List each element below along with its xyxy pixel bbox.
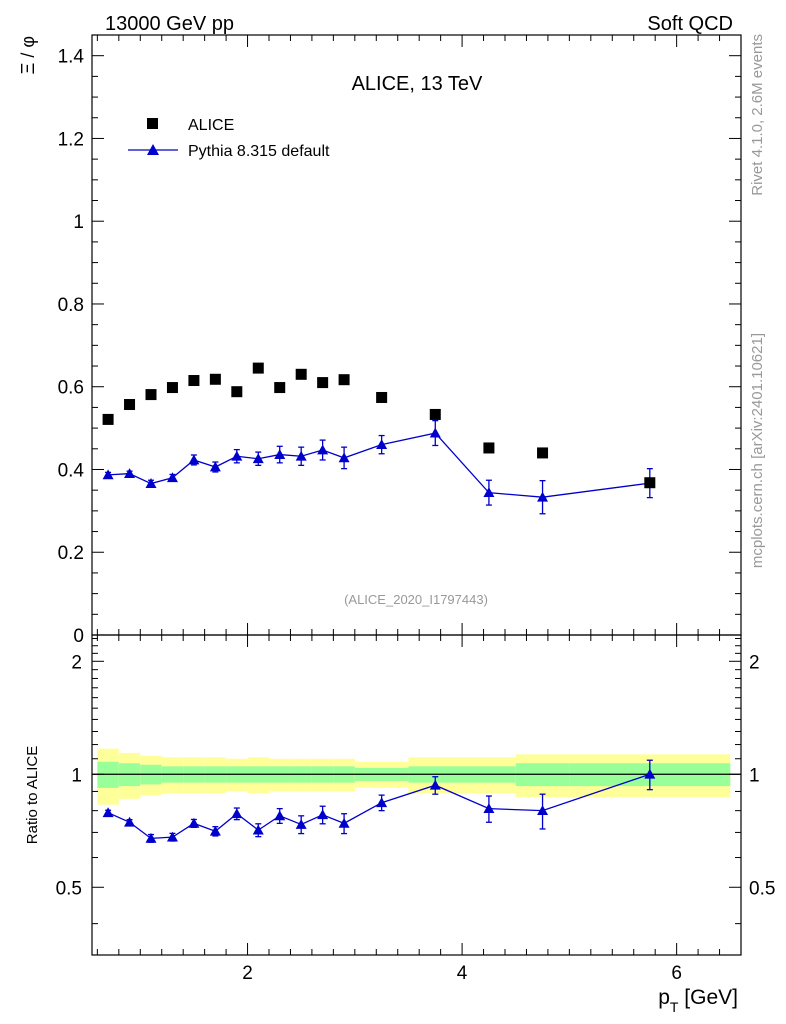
mc-point: [209, 461, 221, 472]
main-panel: ALICE, 13 TeV Ξ / φ (ALICE_2020_I1797443…: [18, 34, 742, 647]
main-y-tick-label: 0.6: [58, 378, 84, 399]
mc-point: [274, 449, 286, 459]
ratio-point: [166, 831, 178, 842]
data-point: [188, 375, 200, 387]
ratio-y-tick-label-right: 1: [749, 765, 760, 786]
mc-point: [295, 450, 307, 461]
data-point: [376, 391, 388, 403]
ratio-panel: 0.5 0.5 1 1 2 2 2 4 6 Ratio to ALICE pT [GeV]: [24, 634, 775, 1015]
ratio-point: [338, 817, 350, 828]
main-y-tick-label: 0.2: [58, 543, 84, 564]
data-point: [537, 447, 549, 459]
ratio-y-tick-label-left: 2: [71, 652, 82, 673]
data-point: [338, 374, 350, 386]
rivet-version-label: Rivet 4.1.0, 2.6M events: [749, 34, 766, 196]
ratio-point: [188, 817, 200, 828]
main-y-tick-label: 1.2: [58, 129, 84, 150]
mc-point: [537, 491, 549, 502]
data-point: [295, 368, 307, 380]
mc-point: [231, 450, 243, 461]
mc-point: [188, 454, 200, 465]
main-x-ticks: [96, 35, 721, 635]
legend-label-alice: ALICE: [188, 117, 234, 134]
ratio-x-ticks: 2 4 6: [96, 635, 721, 984]
main-y-tick-label: 0.8: [58, 295, 84, 316]
mc-point: [338, 452, 350, 463]
ratio-point: [209, 825, 221, 836]
data-point: [483, 442, 495, 454]
data-point: [317, 377, 329, 389]
data-point: [145, 389, 157, 401]
mcplots-source-label: mcplots.cern.ch [arXiv:2401.10621]: [749, 333, 766, 568]
ratio-point: [231, 808, 243, 819]
data-point: [166, 382, 178, 394]
mc-point: [145, 478, 157, 488]
mc-curve: [108, 432, 650, 498]
main-y-tick-label: 0: [73, 626, 84, 647]
ratio-points: [102, 768, 656, 843]
legend: ALICE Pythia 8.315 default: [128, 117, 330, 160]
mc-point: [102, 469, 114, 480]
ratio-point: [252, 824, 264, 835]
ratio-point: [644, 768, 656, 779]
main-y-axis-label: Ξ / φ: [18, 36, 38, 74]
ratio-y-tick-label-right: 2: [749, 652, 760, 673]
main-y-tick-label: 1.4: [58, 47, 85, 68]
data-points: [102, 362, 656, 489]
main-title: ALICE, 13 TeV: [352, 73, 483, 95]
data-point: [231, 386, 243, 398]
mc-point: [124, 468, 136, 479]
main-y-tick-label: 1: [73, 212, 84, 233]
x-tick-label: 4: [457, 963, 468, 984]
data-point: [209, 373, 221, 385]
ratio-y-tick-label-left: 0.5: [56, 878, 82, 899]
x-tick-label: 6: [671, 963, 682, 984]
header-right-label: Soft QCD: [647, 13, 733, 35]
ratio-y-tick-label-left: 1: [71, 765, 82, 786]
mc-point: [166, 472, 178, 483]
ratio-y-tick-label-right: 0.5: [749, 878, 775, 899]
mc-point: [483, 487, 495, 498]
x-axis-label: pT [GeV]: [658, 986, 738, 1015]
watermark-label: (ALICE_2020_I1797443): [344, 592, 488, 607]
main-y-ticks: 0 0.2 0.4 0.6 0.8 1 1.2 1.4: [58, 34, 741, 647]
ratio-point: [317, 809, 329, 820]
data-point: [124, 399, 136, 411]
data-point: [429, 408, 441, 420]
ratio-point: [537, 805, 549, 816]
legend-marker-alice: [147, 118, 158, 129]
data-point: [102, 413, 114, 425]
header-left-label: 13000 GeV pp: [105, 13, 234, 35]
main-y-tick-label: 0.4: [58, 460, 85, 481]
mc-error-bars: [105, 420, 653, 515]
ratio-plot-frame: [91, 634, 742, 956]
mc-points: [102, 427, 656, 502]
ratio-point: [145, 832, 157, 843]
ratio-point: [102, 807, 114, 818]
mc-point: [252, 453, 264, 464]
ratio-point: [376, 797, 388, 808]
ratio-point: [274, 810, 286, 821]
legend-marker-pythia: [147, 144, 159, 155]
ratio-point: [295, 818, 307, 829]
legend-label-pythia: Pythia 8.315 default: [188, 143, 330, 160]
data-point: [644, 477, 656, 489]
ratio-point: [429, 779, 441, 790]
mc-point: [376, 439, 388, 450]
ratio-point: [483, 803, 495, 814]
mc-point: [429, 427, 441, 438]
ratio-point: [124, 816, 136, 827]
x-tick-label: 2: [242, 963, 253, 984]
data-point: [274, 382, 286, 394]
ratio-y-axis-label: Ratio to ALICE: [24, 746, 41, 844]
mc-point: [317, 444, 329, 455]
mc-series-line: [108, 432, 650, 498]
ratio-bands: [97, 748, 731, 805]
data-point: [252, 362, 264, 374]
ratio-y-ticks: 0.5 0.5 1 1 2 2: [56, 638, 775, 925]
